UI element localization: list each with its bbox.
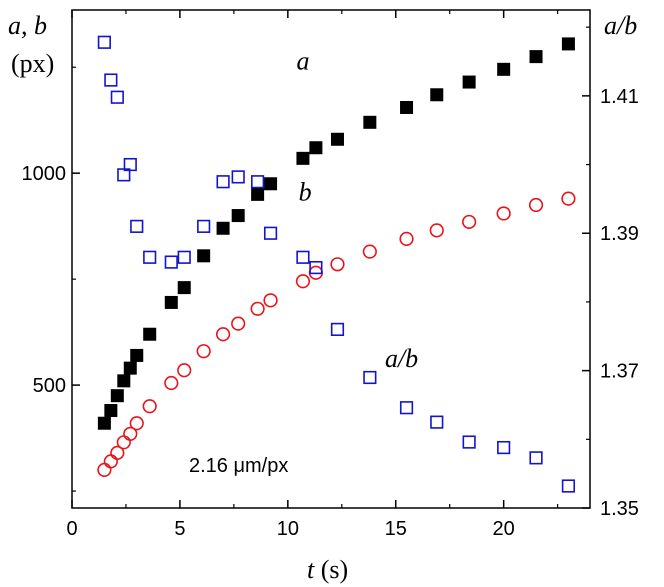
data-point-a-over-b [251, 175, 265, 189]
data-point-b [429, 223, 444, 238]
x-tick-label: 10 [277, 518, 299, 540]
left-axis-unit: (px) [11, 49, 54, 78]
data-point-a [110, 389, 124, 403]
series-label: a [296, 46, 309, 75]
y-left-tick-label: 500 [33, 375, 66, 397]
data-point-a [400, 100, 414, 114]
data-point-b [215, 327, 231, 342]
y-right-tick-label: 1.41 [600, 86, 639, 108]
data-point-a [264, 177, 278, 191]
series-label: a/b [385, 344, 418, 373]
y-right-tick-label: 1.37 [600, 361, 639, 383]
data-point-a [143, 327, 157, 341]
data-point-a [462, 75, 476, 89]
data-point-a-over-b [561, 479, 576, 493]
data-point-b [177, 363, 192, 378]
series-a-over-b: a/b [97, 35, 576, 493]
data-point-a-over-b [399, 401, 414, 415]
x-tick-label: 20 [493, 518, 515, 540]
data-point-a-over-b [130, 219, 144, 233]
series-b: b [97, 178, 576, 477]
data-point-a-over-b [430, 415, 444, 429]
data-point-a [197, 249, 211, 263]
right-axis-label: a/b [604, 11, 637, 40]
data-point-a [123, 361, 137, 375]
data-point-a [117, 374, 131, 388]
data-point-a [330, 132, 344, 146]
data-point-a [561, 37, 575, 51]
data-point-b [561, 191, 576, 206]
data-point-a-over-b [104, 73, 118, 87]
data-point-a [97, 416, 111, 430]
data-point-b [263, 293, 278, 308]
y-left-tick-label: 1000 [22, 163, 67, 185]
data-point-a-over-b [216, 175, 230, 189]
data-point-b [330, 257, 345, 272]
x-tick-label: 0 [66, 518, 77, 540]
data-point-a-over-b [143, 250, 157, 264]
data-point-a-over-b [197, 219, 211, 233]
plot-frame [71, 9, 591, 509]
data-point-a [497, 62, 511, 76]
data-point-a [231, 209, 245, 223]
data-point-b [129, 416, 144, 431]
data-point-b [250, 301, 265, 316]
scale-annotation: 2.16 μm/px [189, 455, 288, 477]
data-point-b [496, 206, 511, 221]
data-point-a-over-b [164, 255, 178, 269]
y-right-tick-label: 1.35 [600, 498, 639, 520]
data-point-b [196, 344, 211, 359]
data-point-a [309, 141, 323, 155]
x-tick-label: 15 [385, 518, 407, 540]
y-right-tick-label: 1.39 [600, 223, 639, 245]
data-point-a [177, 281, 191, 295]
data-point-a [216, 221, 230, 235]
data-marks: a b a/b [97, 35, 576, 493]
data-point-a-over-b [462, 435, 476, 449]
data-point-a-over-b [529, 451, 543, 465]
data-point-a [296, 151, 310, 165]
left-axis-label: a, b [8, 11, 47, 40]
data-point-a-over-b [177, 250, 191, 264]
data-point-a-over-b [97, 35, 111, 49]
data-point-a-over-b [263, 226, 278, 240]
data-point-a [130, 348, 144, 362]
data-point-b [142, 399, 157, 414]
data-point-b [110, 445, 125, 461]
data-point-b [528, 197, 544, 213]
data-point-b [97, 462, 112, 477]
data-point-a-over-b [363, 370, 377, 385]
data-point-a-over-b [110, 90, 124, 104]
data-point-b [164, 375, 179, 391]
data-point-b [231, 316, 246, 331]
data-point-a-over-b [309, 260, 323, 275]
series-a: a [97, 37, 575, 430]
data-point-a-over-b [296, 250, 310, 264]
data-point-b [295, 274, 311, 289]
data-point-a-over-b [231, 170, 245, 184]
data-point-b [362, 244, 377, 259]
axis-ticks: 0 5 10 15 20 500 1000 1.35 1.37 1.39 1.41 [22, 10, 639, 540]
data-point-b [399, 231, 414, 246]
data-point-b [123, 426, 138, 441]
data-point-a-over-b [497, 440, 511, 455]
data-point-a [430, 88, 444, 102]
x-tick-label: 5 [174, 518, 185, 540]
series-label: b [299, 178, 312, 207]
data-point-b [462, 214, 477, 230]
data-point-a-over-b [330, 322, 345, 337]
data-point-a [529, 50, 543, 64]
data-point-a [363, 115, 377, 129]
data-point-a [104, 404, 118, 418]
data-point-b [103, 454, 118, 469]
data-point-a [164, 295, 178, 309]
data-point-a-over-b [123, 157, 137, 172]
data-point-a [251, 187, 265, 201]
x-axis-label: t (s) [307, 555, 348, 584]
data-point-b [116, 435, 131, 450]
